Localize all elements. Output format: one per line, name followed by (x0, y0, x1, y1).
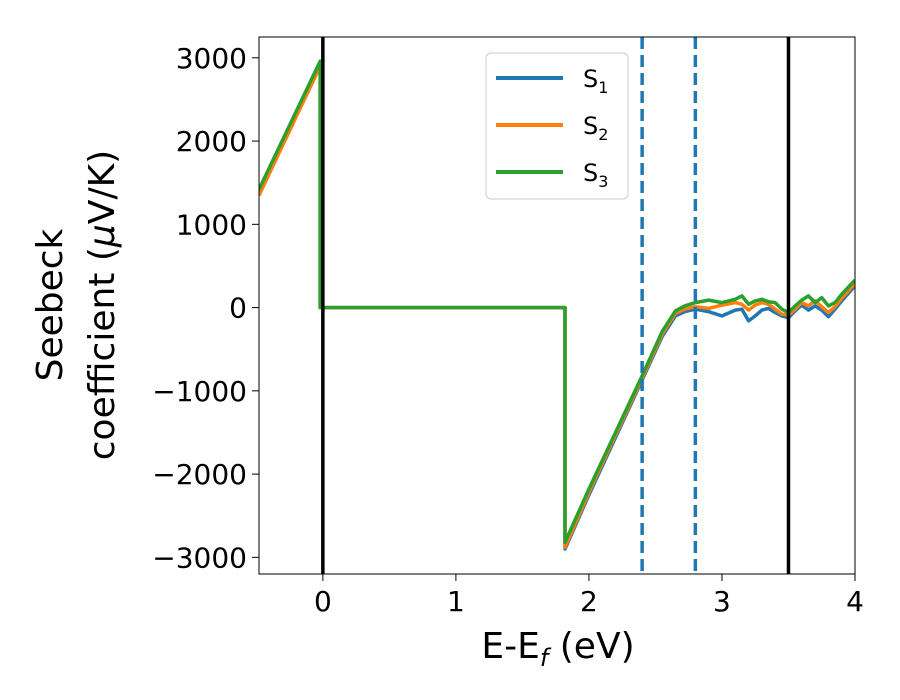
legend-label-s1: S1 (583, 65, 608, 97)
y-tick-label: −1000 (152, 375, 247, 408)
legend-label-s3: S3 (583, 159, 608, 191)
y-tick-label: 3000 (176, 42, 247, 75)
y-tick-label: 1000 (176, 208, 247, 241)
legend-label-s2: S2 (583, 112, 608, 144)
legend: S1 S2 S3 (485, 52, 629, 200)
plot-frame (258, 36, 856, 575)
y-tick-label: 0 (229, 292, 247, 325)
y-tick-label: −3000 (152, 541, 247, 574)
x-tick-label: 3 (713, 585, 731, 618)
plot-area (259, 37, 855, 574)
y-axis-label: Seebeck coefficient (μV/K) (30, 150, 123, 460)
y-tick-label: 2000 (176, 125, 247, 158)
axes: 0 1 2 3 4 3000 2000 1000 0 −1000 −2000 −3000 (152, 36, 864, 618)
x-tick-label: 0 (314, 585, 332, 618)
x-tick-label: 2 (580, 585, 598, 618)
series-line-s3 (259, 59, 855, 545)
x-tick-label: 4 (846, 585, 864, 618)
x-tick-label: 1 (447, 585, 465, 618)
y-tick-label: −2000 (152, 458, 247, 491)
x-axis-label: E-Ef (eV) (481, 626, 634, 672)
